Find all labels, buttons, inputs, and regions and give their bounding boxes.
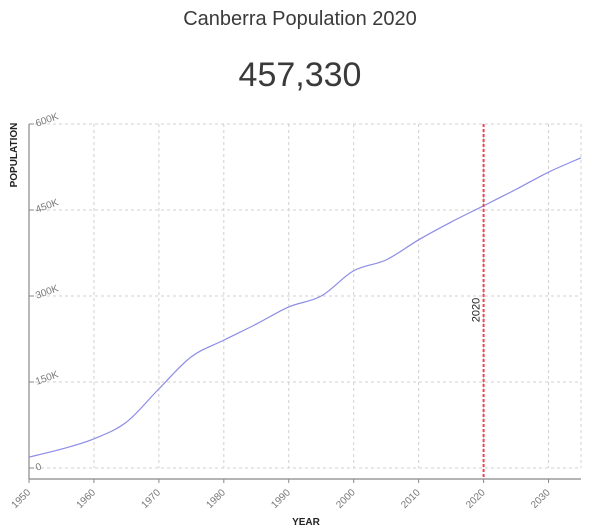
x-tick-label: 1980 [204, 487, 228, 511]
x-tick-label: 2010 [399, 487, 423, 511]
x-tick-label: 2000 [334, 487, 358, 511]
x-tick-label: 2020 [464, 487, 488, 511]
x-tick-label: 1950 [10, 487, 34, 511]
year-marker-label: 2020 [471, 298, 483, 322]
x-tick-label: 1990 [269, 487, 293, 511]
population-value: 457,330 [238, 56, 362, 94]
y-tick-label: 150K [34, 369, 60, 387]
y-tick-label: 600K [34, 111, 60, 129]
chart-title: Canberra Population 2020 [183, 8, 417, 30]
x-tick-label: 1970 [139, 487, 163, 511]
y-axis-label: POPULATION [9, 123, 20, 188]
y-axis-ticks: 0 150K 300K 450K 600K [29, 111, 60, 474]
grid-lines [29, 123, 582, 469]
y-tick-label: 0 [34, 461, 43, 473]
x-axis-ticks: 1950 1960 1970 1980 1990 2000 2010 2020 2030 [10, 479, 553, 511]
population-line [28, 157, 582, 458]
x-tick-label: 2030 [529, 487, 553, 511]
y-tick-label: 300K [34, 283, 60, 301]
x-axis-label: YEAR [292, 517, 321, 528]
x-tick-label: 1960 [75, 487, 99, 511]
axes [28, 124, 581, 480]
y-tick-label: 450K [34, 197, 60, 215]
